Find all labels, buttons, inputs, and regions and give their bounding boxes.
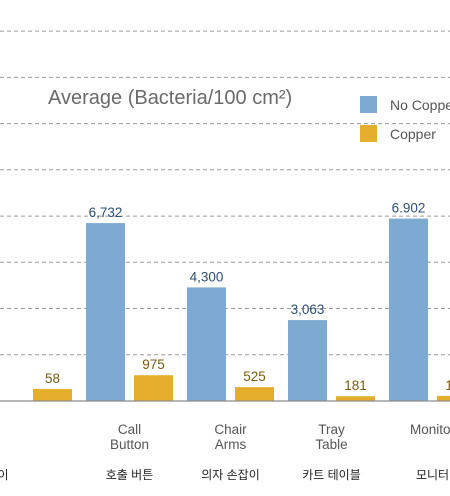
bar-no-copper: [288, 320, 327, 401]
bar-no-copper: [86, 223, 125, 401]
category-sublabel: 호출 버튼: [106, 468, 154, 482]
bar-copper: [336, 396, 375, 401]
bar-value-label: 181: [344, 378, 367, 393]
bar-value-label: 58: [45, 371, 60, 386]
bar-copper: [134, 375, 173, 401]
category-label: Button: [110, 437, 149, 452]
bar-copper: [437, 395, 450, 401]
bar-value-label: 975: [142, 357, 165, 372]
category-label: Table: [315, 437, 347, 452]
chart-title: Average (Bacteria/100 cm²): [48, 87, 292, 109]
legend-label-copper: Copper: [390, 126, 436, 142]
bars: [33, 218, 450, 401]
category-label: Monitor: [410, 422, 450, 437]
category-sublabel: 이: [0, 468, 9, 482]
bar-no-copper: [187, 287, 226, 401]
legend-swatch-copper: [360, 125, 377, 142]
category-sublabel: 카트 테이블: [302, 468, 361, 482]
bar-value-label: 525: [243, 369, 266, 384]
category-label: Arms: [215, 437, 247, 452]
bar-copper: [33, 388, 72, 401]
bar-value-label: 6.902: [392, 201, 426, 216]
category-sublabel: 의자 손잡이: [201, 468, 260, 482]
legend: No Copper Copper: [360, 96, 450, 142]
legend-swatch-no-copper: [360, 96, 377, 113]
bar-value-label: 4,300: [190, 269, 224, 284]
bar-value-label: 3,063: [291, 302, 325, 317]
bar-copper: [235, 387, 274, 401]
bar-no-copper: [389, 218, 428, 401]
category-label: Chair: [214, 422, 247, 437]
category-label: Tray: [318, 422, 345, 437]
bar-value-label: 6,732: [89, 205, 123, 220]
category-sublabel: 모니터: [416, 468, 449, 482]
bar-value-label: 193: [445, 378, 450, 393]
legend-label-no-copper: No Copper: [390, 97, 450, 113]
category-label: Call: [118, 422, 141, 437]
